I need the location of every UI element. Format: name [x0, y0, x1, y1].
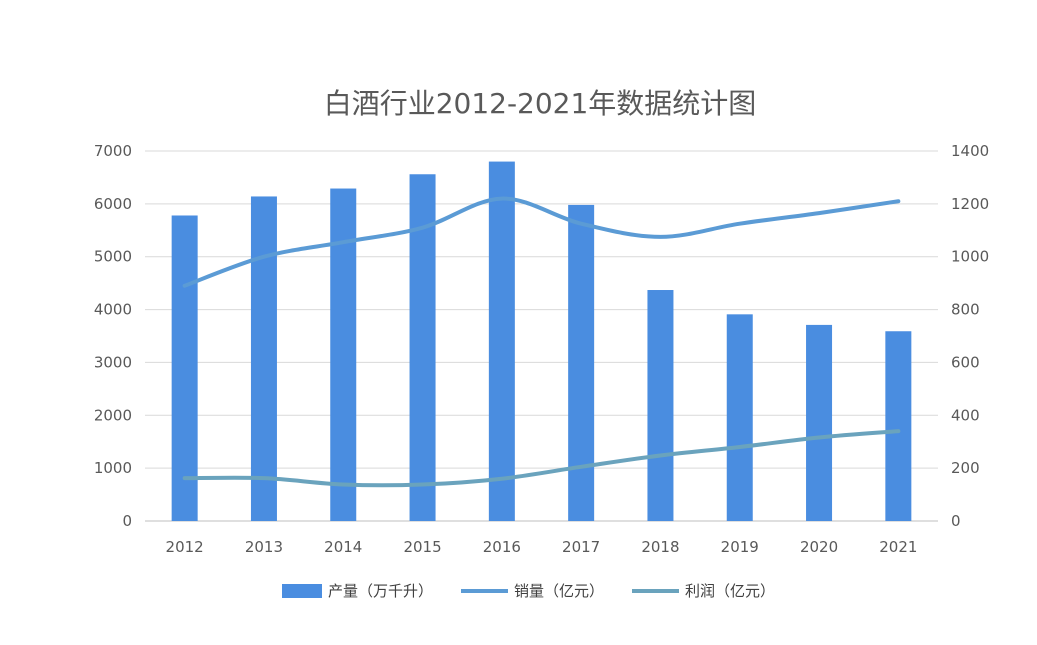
left-axis-tick-label: 2000	[94, 406, 132, 424]
x-axis-tick-label: 2018	[641, 538, 679, 556]
chart-title: 白酒行业2012-2021年数据统计图	[324, 87, 757, 120]
x-axis-ticks: 2012 2013 2014 2015 2016 2017 2018 2019 2020 2021	[166, 538, 918, 556]
x-axis-tick-label: 2015	[403, 538, 441, 556]
legend-label-production: 产量（万千升）	[328, 582, 433, 600]
bar-production	[250, 196, 277, 521]
right-axis-tick-label: 200	[951, 459, 980, 477]
x-axis-tick-label: 2021	[879, 538, 917, 556]
left-axis-tick-label: 6000	[94, 195, 132, 213]
left-axis-tick-label: 0	[122, 512, 132, 530]
bars-production	[171, 161, 912, 522]
legend-swatch-production	[282, 584, 322, 598]
line-sales	[182, 196, 901, 288]
right-axis-tick-label: 1000	[951, 248, 989, 266]
gridlines	[145, 150, 938, 522]
right-axis-tick-label: 400	[951, 406, 980, 424]
legend-label-sales: 销量（亿元）	[514, 582, 604, 600]
legend[interactable]: 产量（万千升） 销量（亿元） 利润（亿元）	[282, 582, 775, 600]
legend-label-profit: 利润（亿元）	[685, 582, 775, 600]
line-profit	[182, 429, 901, 488]
right-axis-ticks: 0 200 400 600 800 1000 1200 1400	[951, 142, 989, 530]
bar-production	[806, 324, 833, 521]
bar-production	[171, 215, 198, 521]
right-axis-tick-label: 800	[951, 301, 980, 319]
x-axis-tick-label: 2017	[562, 538, 600, 556]
right-axis-tick-label: 1400	[951, 142, 989, 160]
bar-production	[726, 314, 753, 521]
right-axis-tick-label: 0	[951, 512, 961, 530]
right-axis-tick-label: 1200	[951, 195, 989, 213]
series-lines	[182, 196, 901, 488]
x-axis-tick-label: 2016	[483, 538, 521, 556]
bar-production	[647, 290, 674, 521]
left-axis-tick-label: 5000	[94, 248, 132, 266]
bar-production	[488, 161, 515, 522]
x-axis-tick-label: 2012	[166, 538, 204, 556]
left-axis-tick-label: 3000	[94, 353, 132, 371]
left-axis-tick-label: 1000	[94, 459, 132, 477]
legend-item-sales[interactable]: 销量（亿元）	[461, 582, 604, 600]
bar-production	[568, 204, 595, 521]
bar-production	[885, 331, 912, 521]
legend-item-production[interactable]: 产量（万千升）	[282, 582, 433, 600]
x-axis-tick-label: 2020	[800, 538, 838, 556]
left-axis-ticks: 0 1000 2000 3000 4000 5000 6000 7000	[94, 142, 132, 530]
bar-production	[409, 174, 436, 521]
x-axis-tick-label: 2013	[245, 538, 283, 556]
left-axis-tick-label: 7000	[94, 142, 132, 160]
right-axis-tick-label: 600	[951, 353, 980, 371]
bar-production	[330, 188, 357, 521]
legend-item-profit[interactable]: 利润（亿元）	[632, 582, 775, 600]
left-axis-tick-label: 4000	[94, 301, 132, 319]
x-axis-tick-label: 2014	[324, 538, 362, 556]
x-axis-tick-label: 2019	[721, 538, 759, 556]
